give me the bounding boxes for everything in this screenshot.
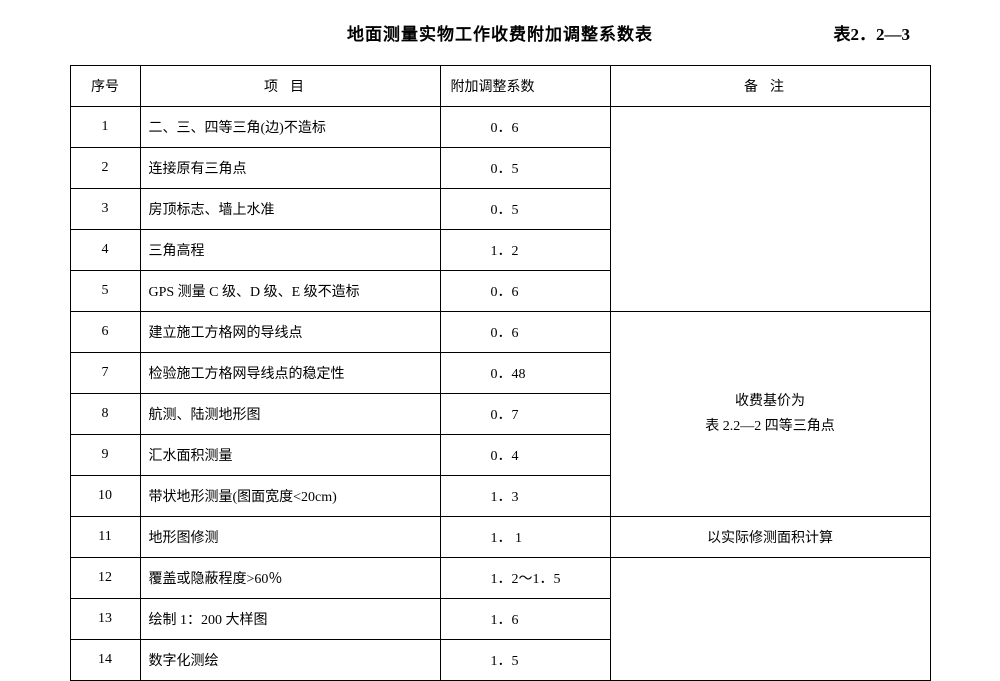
- cell-item: 二、三、四等三角(边)不造标: [140, 107, 440, 148]
- cell-seq: 3: [70, 189, 140, 230]
- cell-seq: 5: [70, 271, 140, 312]
- cell-seq: 8: [70, 394, 140, 435]
- cell-coef: 0．48: [440, 353, 610, 394]
- cell-coef: 1．2: [440, 230, 610, 271]
- header-remark: 备注: [610, 66, 930, 107]
- cell-coef: 1．5: [440, 640, 610, 681]
- cell-coef: 1．3: [440, 476, 610, 517]
- table-label: 表2．2—3: [834, 20, 911, 45]
- cell-item: GPS 测量 C 级、D 级、E 级不造标: [140, 271, 440, 312]
- cell-seq: 4: [70, 230, 140, 271]
- cell-seq: 6: [70, 312, 140, 353]
- cell-item: 三角高程: [140, 230, 440, 271]
- cell-item: 检验施工方格网导线点的稳定性: [140, 353, 440, 394]
- cell-coef: 0．6: [440, 271, 610, 312]
- cell-remark-group4: [610, 558, 930, 681]
- cell-item: 地形图修测: [140, 517, 440, 558]
- cell-coef: 0．6: [440, 312, 610, 353]
- cell-item: 绘制 1：200 大样图: [140, 599, 440, 640]
- cell-coef: 0．6: [440, 107, 610, 148]
- cell-item: 数字化测绘: [140, 640, 440, 681]
- table-row: 11 地形图修测 1． 1 以实际修测面积计算: [70, 517, 930, 558]
- cell-coef: 0．5: [440, 148, 610, 189]
- table-row: 1 二、三、四等三角(边)不造标 0．6: [70, 107, 930, 148]
- cell-item: 建立施工方格网的导线点: [140, 312, 440, 353]
- cell-seq: 13: [70, 599, 140, 640]
- remark-line1: 收费基价为: [735, 394, 805, 409]
- coefficient-table: 序号 项目 附加调整系数 备注 1 二、三、四等三角(边)不造标 0．6 2 连…: [70, 65, 931, 681]
- cell-seq: 11: [70, 517, 140, 558]
- table-header-row: 序号 项目 附加调整系数 备注: [70, 66, 930, 107]
- cell-item: 连接原有三角点: [140, 148, 440, 189]
- cell-item: 汇水面积测量: [140, 435, 440, 476]
- cell-coef: 1．2～1．5: [440, 558, 610, 599]
- cell-seq: 2: [70, 148, 140, 189]
- cell-item: 覆盖或隐蔽程度>60％: [140, 558, 440, 599]
- header-coef: 附加调整系数: [440, 66, 610, 107]
- cell-remark-group1: [610, 107, 930, 312]
- cell-coef: 0．7: [440, 394, 610, 435]
- cell-seq: 9: [70, 435, 140, 476]
- cell-item: 房顶标志、墙上水准: [140, 189, 440, 230]
- page-title: 地面测量实物工作收费附加调整系数表: [347, 20, 653, 45]
- header-seq: 序号: [70, 66, 140, 107]
- header-item: 项目: [140, 66, 440, 107]
- cell-coef: 0．4: [440, 435, 610, 476]
- cell-item: 带状地形测量(图面宽度<20cm): [140, 476, 440, 517]
- remark-line2: 表 2.2—2 四等三角点: [705, 419, 835, 434]
- cell-item: 航测、陆测地形图: [140, 394, 440, 435]
- header: 地面测量实物工作收费附加调整系数表 表2．2—3: [70, 20, 930, 45]
- cell-seq: 1: [70, 107, 140, 148]
- table-row: 12 覆盖或隐蔽程度>60％ 1．2～1．5: [70, 558, 930, 599]
- cell-seq: 12: [70, 558, 140, 599]
- cell-seq: 7: [70, 353, 140, 394]
- cell-coef: 1． 1: [440, 517, 610, 558]
- cell-remark-group3: 以实际修测面积计算: [610, 517, 930, 558]
- cell-coef: 1．6: [440, 599, 610, 640]
- cell-remark-group2: 收费基价为 表 2.2—2 四等三角点: [610, 312, 930, 517]
- cell-seq: 10: [70, 476, 140, 517]
- table-row: 6 建立施工方格网的导线点 0．6 收费基价为 表 2.2—2 四等三角点: [70, 312, 930, 353]
- cell-coef: 0．5: [440, 189, 610, 230]
- cell-seq: 14: [70, 640, 140, 681]
